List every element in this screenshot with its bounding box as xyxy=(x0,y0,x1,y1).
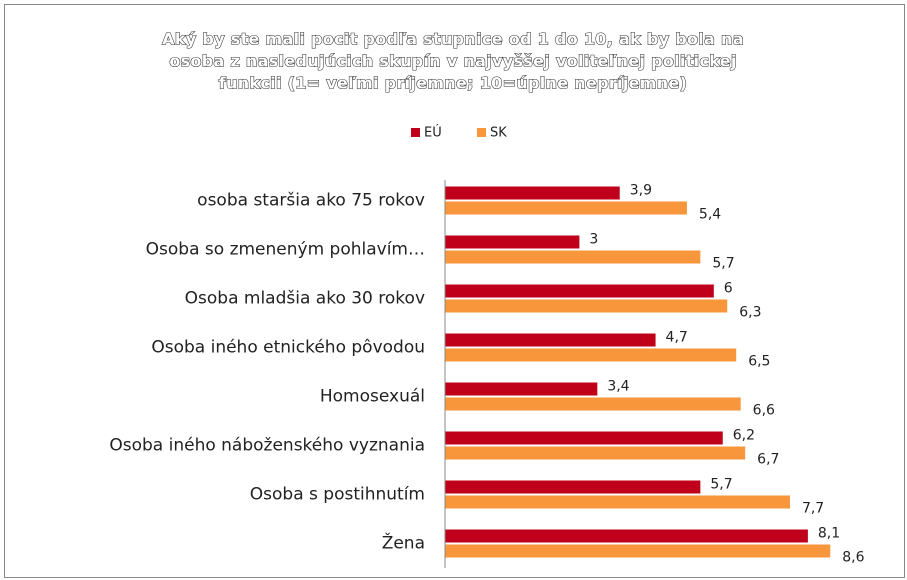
category-label: Osoba iného etnického pôvodou xyxy=(151,338,425,358)
category-label: Homosexuál xyxy=(320,387,425,407)
bar xyxy=(445,495,790,509)
value-label: 8,6 xyxy=(842,550,864,566)
value-label: 6 xyxy=(724,281,733,297)
bar xyxy=(445,201,687,215)
bar xyxy=(445,235,580,249)
chart-title: Aký by ste mali pocit podľa stupnice od … xyxy=(162,30,744,49)
bar xyxy=(445,382,598,396)
chart-title: funkcii (1= veľmi príjemne; 10=úplne nep… xyxy=(219,74,687,93)
chart-title: osoba z nasledujúcich skupín v najvyššej… xyxy=(169,52,736,71)
bar xyxy=(445,250,701,264)
value-label: 6,3 xyxy=(739,305,761,321)
category-label: Žena xyxy=(382,532,425,554)
value-label: 3 xyxy=(589,232,598,248)
bar xyxy=(445,529,808,543)
category-label: Osoba so zmeneným pohlavím… xyxy=(146,240,425,260)
bar xyxy=(445,284,714,298)
value-label: 3,9 xyxy=(630,183,652,199)
legend-label: EÚ xyxy=(424,125,442,141)
bar xyxy=(445,186,620,200)
category-label: osoba staršia ako 75 rokov xyxy=(197,191,425,211)
bar xyxy=(445,333,656,347)
value-label: 6,7 xyxy=(757,452,779,468)
value-label: 6,6 xyxy=(753,403,775,419)
legend-label: SK xyxy=(490,126,507,141)
bar xyxy=(445,544,831,558)
value-label: 5,4 xyxy=(699,207,721,223)
bar xyxy=(445,397,741,411)
value-label: 6,2 xyxy=(733,428,755,444)
value-label: 6,5 xyxy=(748,354,770,370)
category-label: Osoba s postihnutím xyxy=(250,485,425,505)
category-label: Osoba mladšia ako 30 rokov xyxy=(185,289,425,309)
value-label: 3,4 xyxy=(607,379,629,395)
bar xyxy=(445,480,701,494)
bar xyxy=(445,348,737,362)
category-label: Osoba iného náboženského vyznania xyxy=(109,436,425,456)
value-label: 5,7 xyxy=(712,256,734,272)
value-label: 7,7 xyxy=(802,501,824,517)
legend-swatch xyxy=(477,128,486,137)
value-label: 5,7 xyxy=(710,477,732,493)
bar xyxy=(445,431,723,445)
legend-swatch xyxy=(411,128,420,137)
bar xyxy=(445,446,746,460)
value-label: 8,1 xyxy=(818,526,840,542)
bar xyxy=(445,299,728,313)
value-label: 4,7 xyxy=(666,330,688,346)
